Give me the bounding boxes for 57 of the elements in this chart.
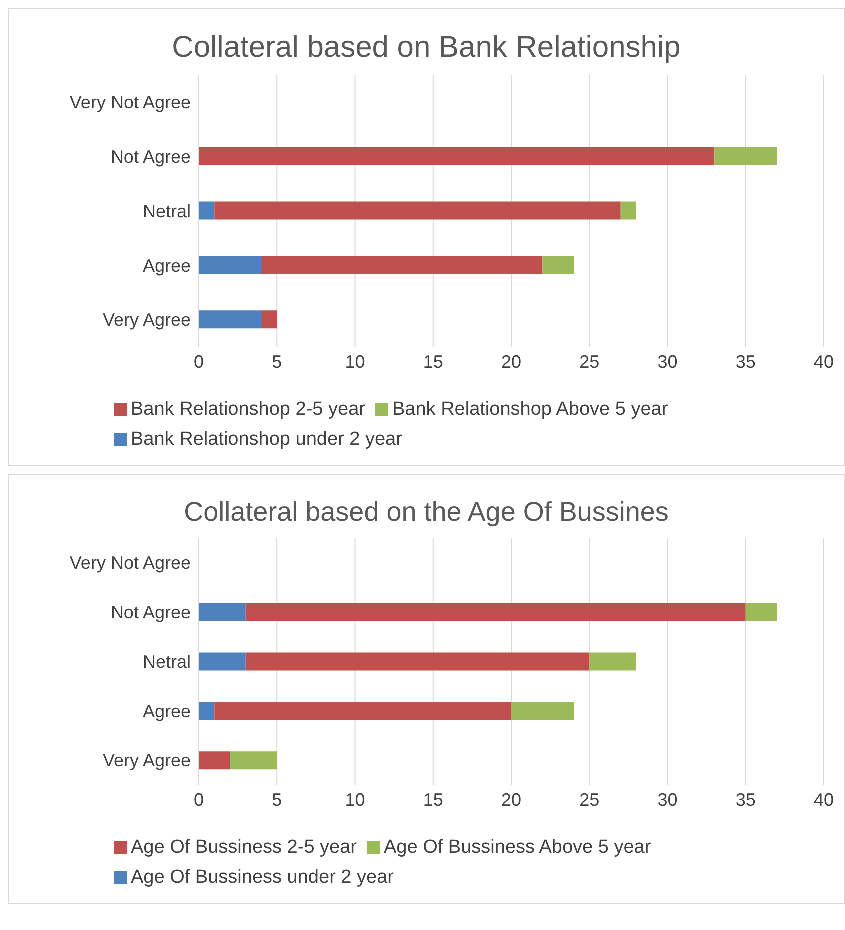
bar [199, 752, 230, 770]
legend-label: Age Of Bussiness under 2 year [131, 867, 394, 888]
legend-label: Bank Relationshop under 2 year [131, 429, 402, 450]
bar [199, 603, 246, 622]
y-tick-label: Not Agree [110, 146, 191, 167]
x-tick-label: 10 [345, 790, 366, 810]
legend-label: Age Of Bussiness Above 5 year [384, 837, 652, 858]
bar [512, 702, 574, 720]
x-tick-label: 30 [658, 790, 678, 810]
x-tick-label: 5 [272, 352, 282, 372]
y-tick-label: Agree [142, 701, 191, 722]
x-tick-label: 30 [658, 352, 678, 372]
x-tick-label: 20 [501, 790, 522, 810]
bar [714, 147, 778, 166]
bar [746, 603, 778, 622]
y-tick-label: Very Not Agree [70, 92, 191, 113]
y-tick-label: Netral [142, 201, 191, 222]
bar [199, 256, 262, 274]
chart-title: Collateral based on Bank Relationship [171, 30, 682, 65]
legend-label: Bank Relationshop 2-5 year [131, 399, 366, 420]
bar [199, 202, 215, 220]
bar [199, 147, 715, 166]
bar [246, 652, 590, 671]
bar [199, 652, 246, 671]
y-tick-label: Very Agree [102, 310, 191, 330]
bar [620, 202, 636, 220]
x-tick-label: 35 [736, 790, 756, 810]
y-tick-label: Very Agree [102, 750, 191, 771]
bar [262, 256, 543, 274]
bar [199, 310, 262, 329]
x-tick-label: 40 [814, 352, 834, 372]
bar [214, 702, 512, 720]
bar [590, 652, 636, 671]
bar [199, 702, 215, 720]
bar [246, 603, 746, 622]
x-tick-label: 10 [345, 352, 366, 372]
x-tick-label: 15 [423, 352, 444, 372]
bar [230, 752, 278, 770]
x-tick-label: 15 [423, 790, 444, 810]
x-tick-label: 20 [501, 352, 522, 372]
bar [262, 310, 278, 329]
x-tick-label: 0 [194, 352, 204, 372]
legend-label: Age Of Bussiness 2-5 year [131, 837, 357, 858]
x-tick-label: 25 [580, 790, 600, 810]
x-tick-label: 40 [814, 790, 834, 810]
chart-title: Collateral based on the Age Of Bussines [183, 496, 670, 528]
x-tick-label: 5 [272, 790, 282, 810]
x-tick-label: 35 [736, 352, 756, 372]
x-tick-label: 0 [194, 790, 204, 810]
legend-label: Bank Relationshop Above 5 year [392, 399, 668, 420]
y-tick-label: Not Agree [110, 602, 191, 622]
x-tick-label: 25 [580, 352, 600, 372]
bar [542, 256, 574, 274]
y-tick-label: Netral [142, 652, 191, 672]
bar [214, 202, 621, 220]
y-tick-label: Agree [142, 256, 191, 276]
y-tick-label: Very Not Agree [70, 553, 191, 574]
